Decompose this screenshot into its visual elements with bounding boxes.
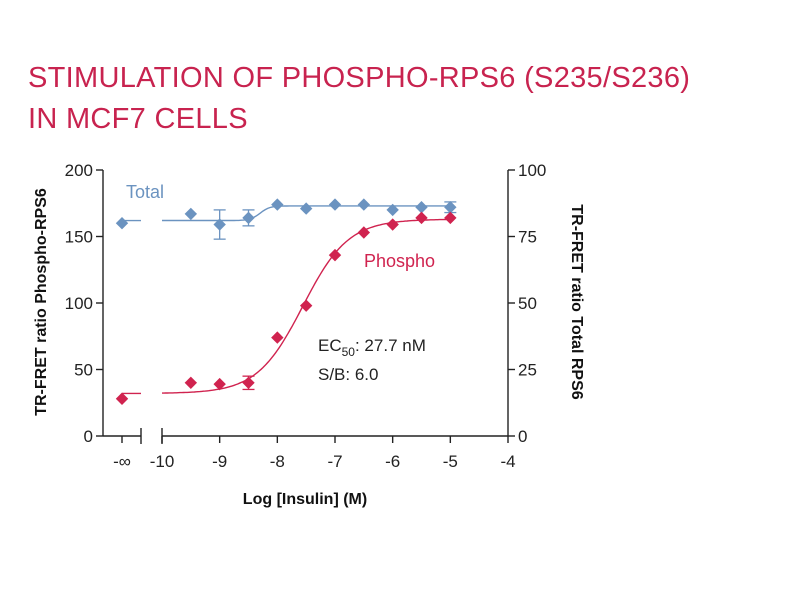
phospho-point — [213, 377, 226, 391]
phospho-point — [299, 299, 313, 312]
x-tick-label: -5 — [443, 452, 458, 471]
x-tick-label: -∞ — [113, 452, 131, 471]
y-left-tick-label: 0 — [84, 427, 93, 446]
total-point — [328, 198, 342, 211]
total-point — [386, 203, 399, 217]
ec50-annotation: EC50: 27.7 nM — [318, 336, 426, 359]
series-label-phospho: Phospho — [364, 251, 435, 271]
phospho-point — [386, 218, 399, 231]
total-point — [242, 211, 255, 225]
total-point — [213, 218, 226, 231]
total-point — [415, 201, 428, 214]
total-point — [444, 201, 457, 214]
x-tick-label: -10 — [150, 452, 175, 471]
phospho-point — [271, 331, 284, 344]
ec50-subscript: 50 — [342, 345, 356, 359]
y-right-tick-label: 75 — [518, 228, 537, 247]
data-points — [115, 198, 457, 405]
total-point — [299, 202, 313, 215]
y-left-tick-label: 150 — [65, 228, 93, 247]
y-right-tick-label: 0 — [518, 427, 527, 446]
phospho-point — [328, 248, 342, 262]
y-right-tick-label: 25 — [518, 361, 537, 380]
phospho-point — [357, 226, 371, 239]
phospho-point — [115, 392, 129, 405]
total-point — [271, 198, 284, 211]
total-point — [357, 198, 371, 211]
phospho-point — [444, 211, 457, 225]
phospho-point — [415, 211, 428, 225]
x-tick-label: -8 — [270, 452, 285, 471]
series-label-total: Total — [126, 182, 164, 202]
total-point — [184, 207, 198, 221]
y-left-tick-label: 50 — [74, 361, 93, 380]
fit-curves — [122, 205, 451, 395]
y-left-tick-label: 100 — [65, 294, 93, 313]
chart-title-line-1: STIMULATION OF PHOSPHO-RPS6 (S235/S236) — [28, 62, 691, 94]
x-tick-label: -4 — [500, 452, 515, 471]
axes: 0 50 100 150 200 0 25 50 75 100 -∞ -10 -9 -8 -7 -6 -5 -4 — [65, 161, 547, 471]
y-axis-right-label: TR-FRET ratio Total RPS6 — [568, 204, 585, 399]
y-right-tick-label: 50 — [518, 294, 537, 313]
y-axis-left-label: TR-FRET ratio Phospho-RPS6 — [33, 188, 50, 416]
ec50-label: EC — [318, 336, 342, 355]
sb-annotation: S/B: 6.0 — [318, 365, 378, 384]
x-tick-label: -7 — [327, 452, 342, 471]
y-right-tick-label: 100 — [518, 161, 546, 180]
y-left-tick-label: 200 — [65, 161, 93, 180]
phospho-point — [242, 376, 255, 389]
x-tick-label: -9 — [212, 452, 227, 471]
ec50-value: : 27.7 nM — [355, 336, 426, 355]
x-axis-label: Log [Insulin] (M) — [243, 491, 367, 508]
x-tick-label: -6 — [385, 452, 400, 471]
chart-title: STIMULATION OF PHOSPHO-RPS6 (S235/S236) … — [28, 58, 690, 140]
chart-title-line-2: IN MCF7 CELLS — [28, 103, 248, 135]
phospho-point — [184, 376, 198, 389]
total-point — [115, 217, 129, 230]
